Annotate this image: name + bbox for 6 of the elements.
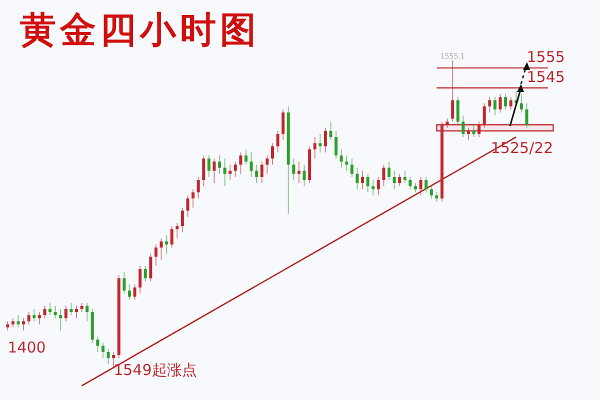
annotation: 1400 [8, 338, 46, 356]
annotation: 1549起涨点 [114, 361, 197, 380]
annotation: 1525/22 [490, 138, 554, 157]
annotation: 1545 [526, 68, 565, 86]
annotation: 1555 [526, 48, 565, 66]
chart-title: 黄金四小时图 [20, 9, 260, 52]
